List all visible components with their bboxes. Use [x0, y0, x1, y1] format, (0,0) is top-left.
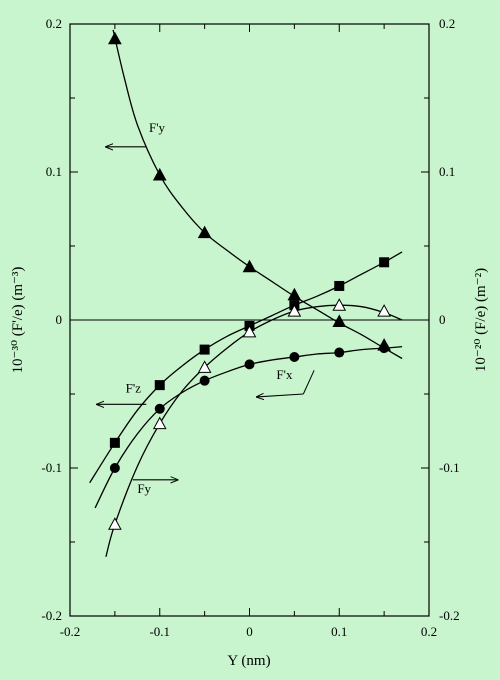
y-tick-label-right: -0.2 — [439, 608, 460, 623]
axis-arrow-fprime-x — [257, 394, 304, 397]
data-point-fprime-z — [199, 344, 210, 355]
y-tick-label-left: 0.2 — [46, 16, 62, 31]
x-tick-label: 0.1 — [331, 624, 347, 639]
data-point-fy — [242, 324, 257, 338]
y-tick-label-left: 0.1 — [46, 164, 62, 179]
data-point-fprime-y — [287, 287, 302, 301]
data-point-fprime-z — [154, 380, 165, 391]
x-axis-title: Y (nm) — [227, 653, 270, 669]
data-point-fprime-y — [152, 167, 167, 181]
data-point-fy — [287, 304, 302, 317]
data-point-fprime-x — [244, 359, 255, 370]
fit-curve-fprime-y — [112, 29, 403, 360]
y-tick-label-left: 0 — [56, 312, 63, 327]
data-point-fprime-y — [197, 225, 212, 239]
x-tick-label: -0.1 — [149, 624, 170, 639]
data-point-fprime-z — [109, 437, 120, 448]
data-point-fy — [332, 298, 347, 311]
y-tick-label-right: 0.1 — [439, 164, 455, 179]
left-y-axis-title: 10⁻³⁰ (F'/e) (m⁻³) — [10, 267, 26, 374]
x-tick-label: 0.2 — [421, 624, 437, 639]
data-point-fprime-y — [332, 314, 347, 327]
x-tick-label: -0.2 — [60, 624, 81, 639]
data-point-fprime-z — [379, 257, 390, 268]
data-point-fprime-x — [334, 347, 345, 358]
data-point-fprime-z — [334, 280, 345, 291]
right-y-axis-title: 10⁻²⁰ (F/e) (m⁻²) — [473, 268, 489, 372]
data-point-fprime-x — [199, 375, 210, 386]
label-fprime-x: F'x — [276, 367, 293, 382]
data-point-fy — [108, 517, 122, 530]
data-point-fy — [152, 416, 167, 430]
data-point-fprime-y — [108, 31, 122, 45]
fit-curve-fy — [105, 304, 403, 557]
y-tick-label-left: -0.1 — [41, 460, 62, 475]
label-fprime-y: F'y — [149, 120, 166, 135]
data-point-fprime-y — [242, 259, 257, 273]
data-point-fprime-x — [289, 352, 300, 362]
data-point-fprime-x — [379, 343, 390, 354]
data-point-fy — [377, 304, 391, 317]
y-tick-label-right: -0.1 — [439, 460, 460, 475]
data-point-fy — [197, 360, 212, 373]
label-fy: Fy — [137, 481, 151, 496]
y-tick-label-right: 0 — [439, 312, 446, 327]
data-point-fprime-x — [154, 403, 165, 414]
y-tick-label-left: -0.2 — [41, 608, 62, 623]
data-point-fprime-x — [109, 463, 120, 473]
y-tick-label-right: 0.2 — [439, 16, 455, 31]
x-tick-label: 0 — [246, 624, 253, 639]
leader-fprime-x — [302, 370, 315, 395]
label-fprime-z: F'z — [126, 381, 142, 396]
